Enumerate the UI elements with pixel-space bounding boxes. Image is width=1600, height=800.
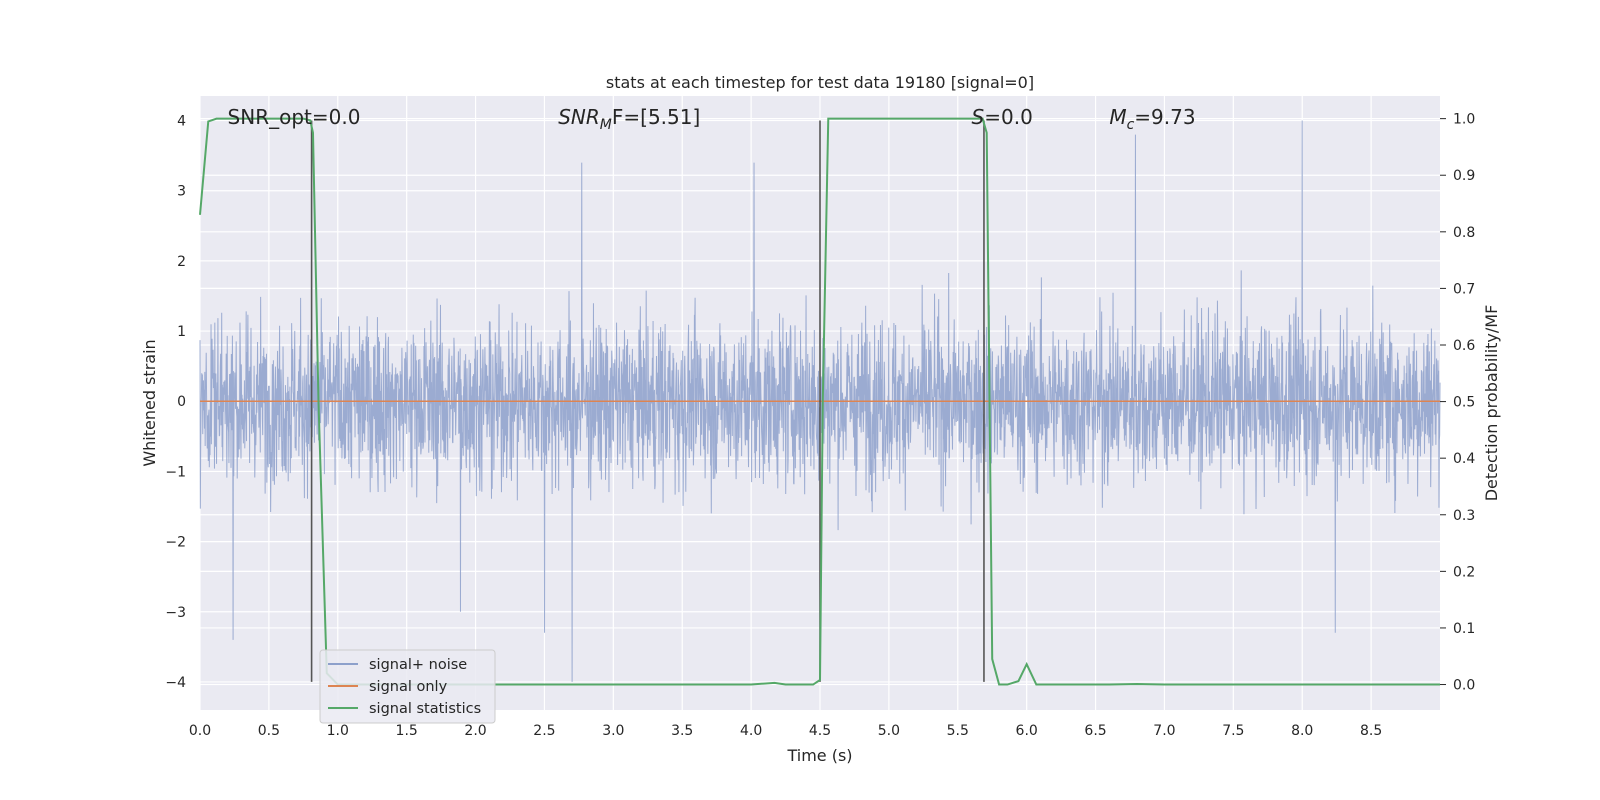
annotation-s: S=0.0 xyxy=(972,105,1033,129)
series-line-signal-statistics xyxy=(199,117,1440,686)
x-tick-label: 2.5 xyxy=(533,723,555,739)
legend-label-signal-noise: signal+ noise xyxy=(369,657,467,673)
x-tick-label: 4.5 xyxy=(809,723,831,739)
y-tick-label: 1 xyxy=(177,324,186,340)
y-tick-label: 4 xyxy=(177,114,186,130)
y-tick-label: −4 xyxy=(165,675,186,691)
x-tick-label: 6.5 xyxy=(1084,723,1106,739)
x-axis-ticks: 0.0 0.5 1.0 1.5 2.0 2.5 3.0 3.5 4.0 4.5 5.0 5.5 6.0 6… xyxy=(189,723,1382,739)
y-tick-label: 0 xyxy=(177,394,186,410)
y2-tick-label: 0.0 xyxy=(1453,678,1475,694)
annotation-mc: Mc=9.73 xyxy=(1109,105,1195,133)
annotation-snr-mf: SNRMF=[5.51] xyxy=(558,105,700,133)
x-tick-label: 7.0 xyxy=(1153,723,1175,739)
y2-tick-label: 0.9 xyxy=(1453,168,1475,184)
x-tick-label: 8.0 xyxy=(1291,723,1313,739)
x-tick-label: 8.5 xyxy=(1360,723,1382,739)
legend: signal+ noise signal only signal statist… xyxy=(319,649,496,724)
y2-tick-label: 0.3 xyxy=(1453,508,1475,524)
x-tick-label: 0.5 xyxy=(258,723,280,739)
x-tick-label: 1.5 xyxy=(396,723,418,739)
x-tick-label: 2.0 xyxy=(464,723,486,739)
y-tick-label: −1 xyxy=(165,464,186,480)
legend-label-signal-statistics: signal statistics xyxy=(369,701,481,717)
y-axis-ticks: 4 3 2 1 0 −1 −2 −3 −4 xyxy=(165,114,186,691)
y-tick-label: −3 xyxy=(165,605,186,621)
plot-area xyxy=(199,117,1441,686)
x-tick-label: 5.5 xyxy=(947,723,969,739)
x-tick-label: 7.5 xyxy=(1222,723,1244,739)
legend-label-signal-only: signal only xyxy=(369,679,448,695)
y2-tick-label: 0.8 xyxy=(1453,225,1475,241)
y-tick-label: 3 xyxy=(177,184,186,200)
y-tick-label: 2 xyxy=(177,254,186,270)
y2-axis-label: Detection probability/MF xyxy=(1482,305,1501,502)
x-axis-label: Time (s) xyxy=(786,746,852,765)
x-tick-label: 4.0 xyxy=(740,723,762,739)
x-tick-label: 5.0 xyxy=(878,723,900,739)
x-tick-label: 1.0 xyxy=(327,723,349,739)
annotations: SNR_opt=0.0 SNRMF=[5.51] S=0.0 Mc=9.73 xyxy=(228,105,1196,133)
y2-tick-label: 0.4 xyxy=(1453,451,1475,467)
x-tick-label: 3.0 xyxy=(602,723,624,739)
legend-box xyxy=(319,649,496,724)
y2-tick-label: 0.1 xyxy=(1453,621,1475,637)
y-tick-label: −2 xyxy=(165,535,186,551)
series-signal-statistics xyxy=(199,117,1440,686)
y2-tick-label: 0.5 xyxy=(1453,395,1475,411)
x-tick-label: 0.0 xyxy=(189,723,211,739)
x-tick-label: 3.5 xyxy=(671,723,693,739)
chart-title: stats at each timestep for test data 191… xyxy=(606,73,1034,92)
y2-tick-label: 0.2 xyxy=(1453,564,1475,580)
x-tick-label: 6.0 xyxy=(1016,723,1038,739)
annotation-snr-opt: SNR_opt=0.0 xyxy=(228,105,361,129)
y2-tick-label: 0.6 xyxy=(1453,338,1475,354)
y2-axis-ticks: 1.0 0.9 0.8 0.7 0.6 0.5 0.4 0.3 0.2 0.1 0.0 xyxy=(1440,112,1475,694)
y2-tick-label: 0.7 xyxy=(1453,281,1475,297)
y2-tick-label: 1.0 xyxy=(1453,112,1475,128)
y-axis-label: Whitened strain xyxy=(140,339,159,466)
